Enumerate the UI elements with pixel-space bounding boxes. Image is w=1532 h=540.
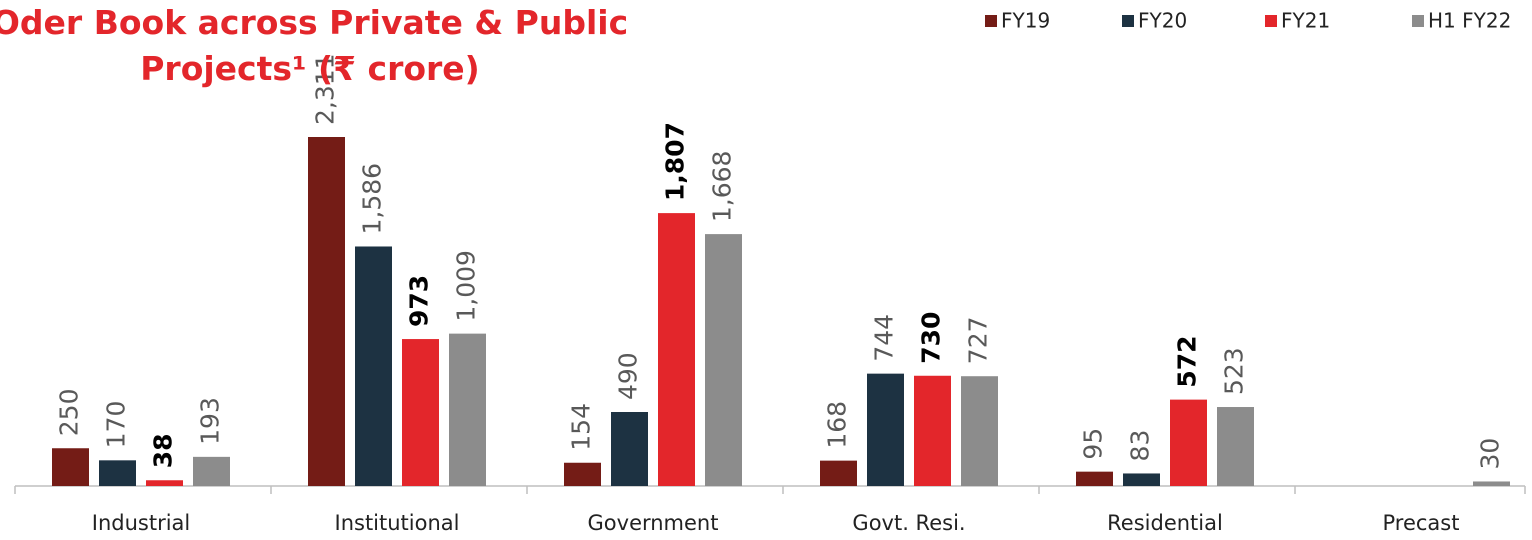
value-label: 1,009 — [452, 250, 481, 322]
bar — [867, 373, 904, 486]
value-label: 572 — [1173, 335, 1202, 387]
legend-label: FY21 — [1281, 9, 1330, 33]
bar — [355, 246, 392, 486]
value-label: 154 — [567, 403, 596, 451]
bar — [308, 137, 345, 486]
x-tick-label: Government — [588, 511, 719, 535]
bar — [99, 460, 136, 486]
bar — [449, 333, 486, 486]
legend-label: FY20 — [1138, 9, 1187, 33]
bar — [1076, 471, 1113, 486]
legend-swatch — [1265, 15, 1277, 27]
value-label: 1,586 — [358, 163, 387, 235]
bar — [914, 375, 951, 486]
bar — [1123, 473, 1160, 486]
bar — [193, 456, 230, 486]
bar — [611, 412, 648, 486]
value-label: 727 — [964, 316, 993, 364]
bar — [1170, 399, 1207, 486]
x-tick-label: Industrial — [92, 511, 191, 535]
legend-label: FY19 — [1001, 9, 1050, 33]
bar — [820, 460, 857, 486]
value-label: 38 — [149, 433, 178, 468]
x-tick-label: Residential — [1107, 511, 1223, 535]
value-label: 250 — [55, 389, 84, 437]
bar — [961, 376, 998, 486]
value-label: 170 — [102, 401, 131, 449]
legend-label: H1 FY22 — [1428, 9, 1511, 33]
value-label: 1,668 — [708, 151, 737, 223]
value-label: 83 — [1126, 430, 1155, 462]
bar — [705, 234, 742, 486]
value-label: 2,311 — [311, 53, 340, 125]
value-label: 30 — [1476, 438, 1505, 470]
value-label: 168 — [823, 401, 852, 449]
bar — [1473, 481, 1510, 486]
value-label: 193 — [196, 397, 225, 445]
value-label: 490 — [614, 352, 643, 400]
x-tick-label: Govt. Resi. — [852, 511, 965, 535]
chart-title: Oder Book across Private & Public Projec… — [0, 3, 629, 88]
bar — [658, 213, 695, 487]
bar — [52, 448, 89, 486]
x-tick-label: Institutional — [335, 511, 460, 535]
bar — [1217, 407, 1254, 486]
value-label: 973 — [405, 275, 434, 327]
bar — [402, 339, 439, 486]
value-label: 523 — [1220, 347, 1249, 395]
legend-swatch — [1412, 15, 1424, 27]
x-tick-label: Precast — [1383, 511, 1460, 535]
value-label: 730 — [917, 312, 946, 364]
bar — [146, 480, 183, 486]
bar — [564, 462, 601, 486]
value-label: 1,807 — [661, 122, 690, 201]
value-label: 744 — [870, 314, 899, 362]
legend-swatch — [1122, 15, 1134, 27]
value-label: 95 — [1079, 428, 1108, 460]
legend-swatch — [985, 15, 997, 27]
